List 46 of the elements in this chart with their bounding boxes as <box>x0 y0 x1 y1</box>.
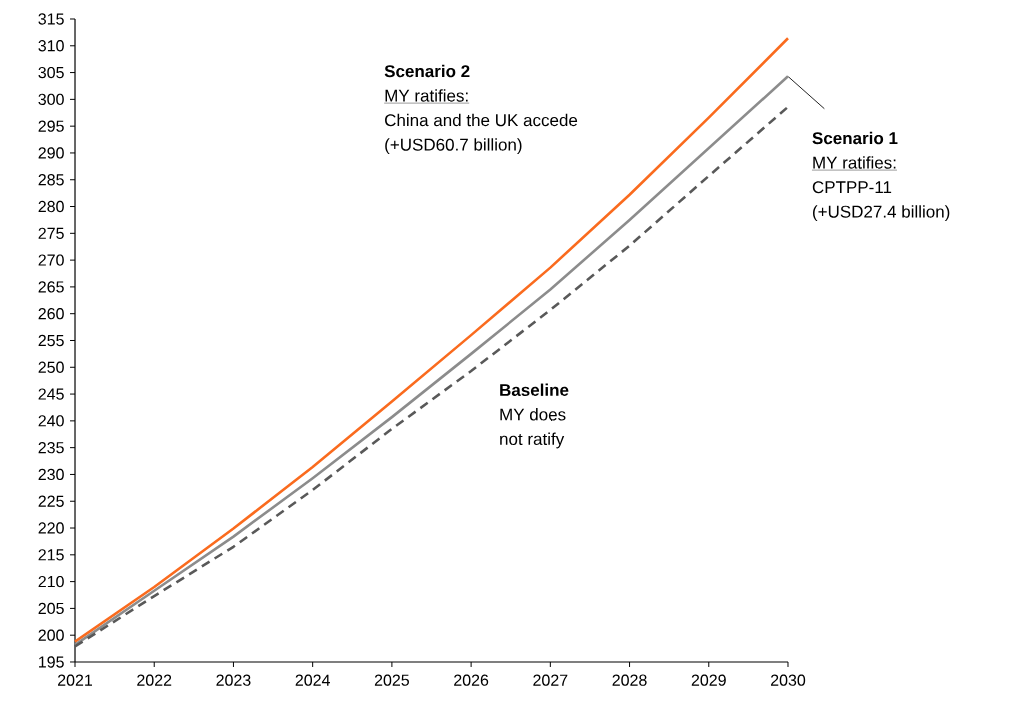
x-tick-label: 2030 <box>771 674 806 686</box>
annotation: MY ratifies: <box>385 89 468 102</box>
y-tick-label: 245 <box>38 388 64 400</box>
y-tick-label: 315 <box>38 13 64 25</box>
y-tick-label: 305 <box>38 66 64 79</box>
y-tick-label: 210 <box>38 575 64 588</box>
annotation: China and the UK accede <box>385 113 578 127</box>
x-tick-label: 2022 <box>137 674 172 686</box>
x-tick-label: 2027 <box>533 674 568 686</box>
y-tick-label: 300 <box>38 93 64 106</box>
y-tick-label: 310 <box>38 40 64 52</box>
y-tick-label: 205 <box>38 602 64 615</box>
y-tick-label: 260 <box>38 308 64 320</box>
y-tick-label: 220 <box>38 522 64 534</box>
y-tick-label: 215 <box>38 549 64 561</box>
annotation: Scenario 2 <box>384 64 470 78</box>
x-tick-label: 2026 <box>454 674 489 686</box>
text: Scenario 1 <box>812 131 898 145</box>
text: (+USD27.4 billion) <box>813 205 950 222</box>
x-tick-label: 2028 <box>612 674 647 686</box>
y-tick-label: 240 <box>38 415 64 427</box>
y-tick-label: 250 <box>38 361 64 373</box>
x-tick-label: 2021 <box>58 674 93 686</box>
y-tick-label: 285 <box>38 174 64 186</box>
x-tick-label: 2025 <box>374 674 409 686</box>
y-tick-label: 295 <box>38 120 64 132</box>
y-tick-label: 200 <box>38 629 64 641</box>
y-tick-label: 270 <box>38 254 64 266</box>
y-tick-label: 225 <box>38 495 64 507</box>
annotation: not ratify <box>500 432 565 449</box>
y-tick-label: 255 <box>38 334 64 347</box>
y-tick-label: 280 <box>38 200 64 213</box>
text: MY ratifies: <box>813 156 896 169</box>
annotation: (+USD60.7 billion) <box>385 138 522 155</box>
y-tick-label: 265 <box>38 281 64 293</box>
y-tick-label: 235 <box>38 441 64 454</box>
x-tick-label: 2023 <box>216 674 251 686</box>
y-tick-label: 230 <box>38 468 64 481</box>
annotation: Baseline <box>500 383 569 397</box>
annotation: MY does <box>500 408 566 421</box>
text: CPTPP-11 <box>812 181 892 194</box>
y-tick-label: 275 <box>38 227 64 239</box>
x-tick-label: 2029 <box>691 674 726 686</box>
y-tick-label: 195 <box>39 656 64 668</box>
y-tick-label: 290 <box>38 147 64 159</box>
x-tick-label: 2024 <box>295 674 330 686</box>
